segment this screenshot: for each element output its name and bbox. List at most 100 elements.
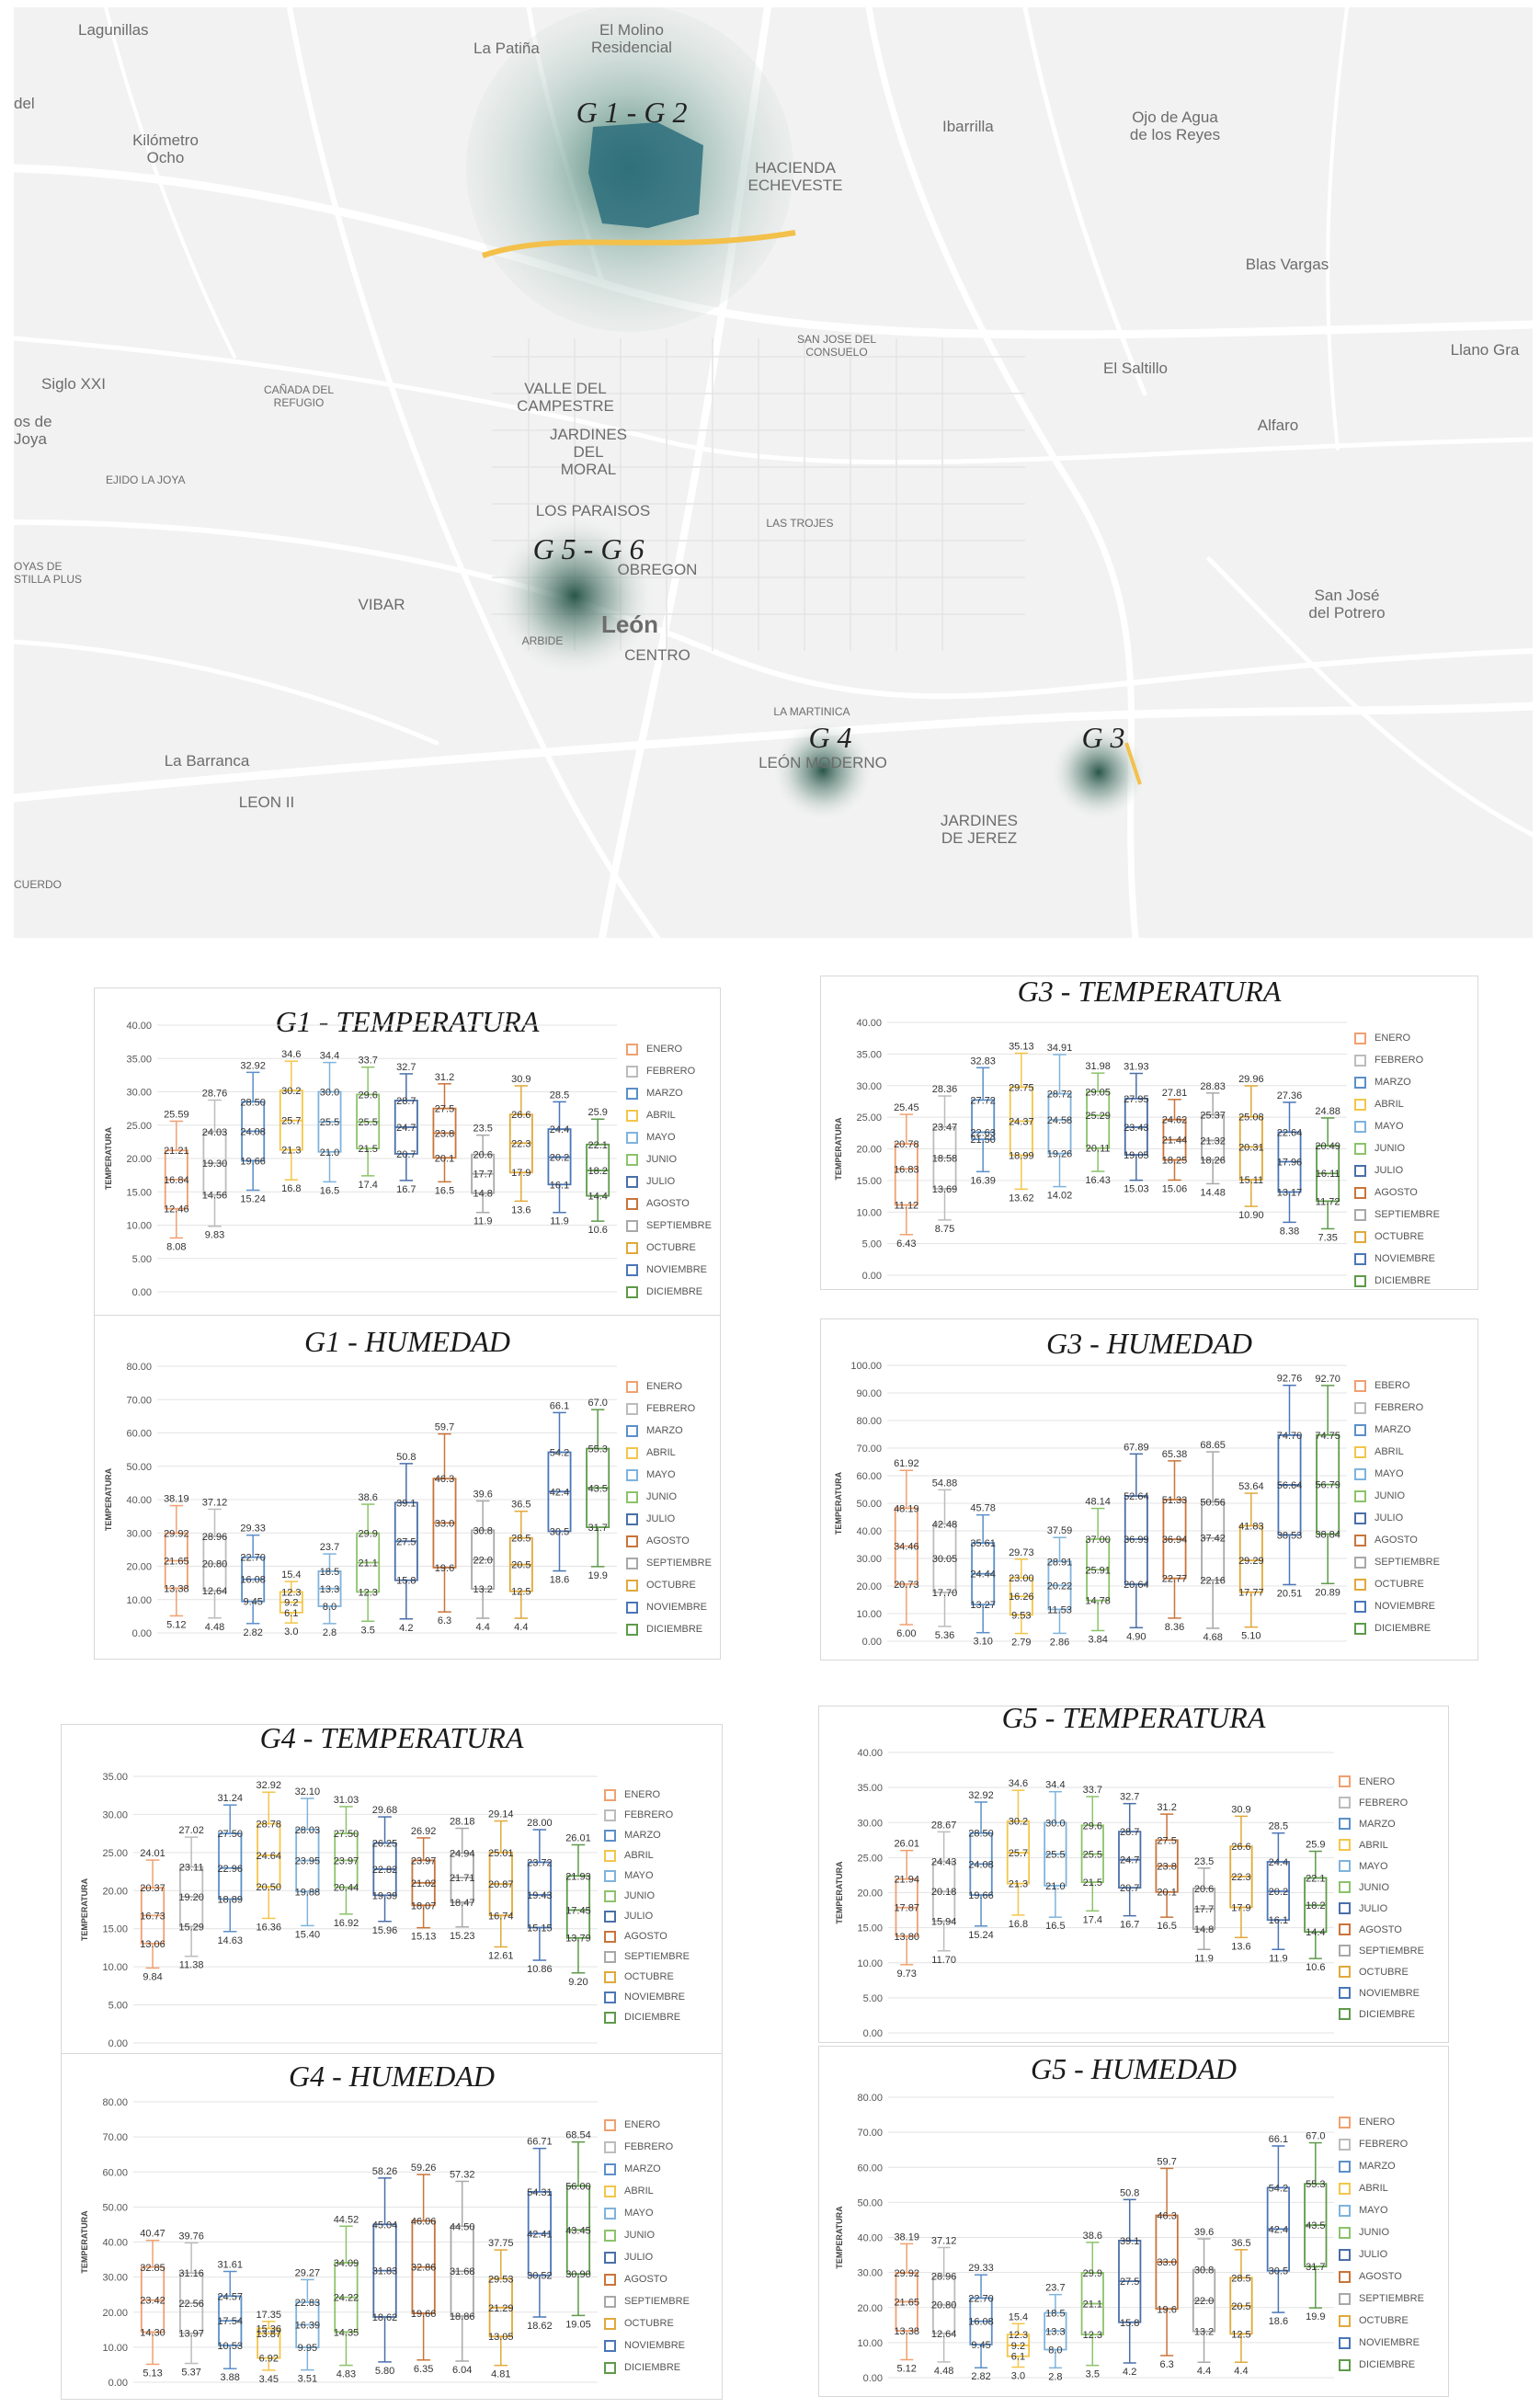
data-label: 24.64: [257, 1851, 282, 1862]
data-label: 56.00: [565, 2182, 591, 2193]
box-diciembre: 67.0 55.3 43.5 31.7 19.9: [586, 1398, 610, 1581]
data-label: 68.65: [1200, 1440, 1226, 1451]
y-tick-label: 0.00: [862, 1637, 882, 1648]
legend-swatch: [626, 1446, 638, 1459]
data-label: 5.37: [181, 2368, 200, 2379]
data-label: 18.47: [450, 1898, 475, 1909]
data-label: 14.4: [587, 1192, 607, 1203]
legend-label: JULIO: [624, 1911, 654, 1922]
data-label: 32.86: [411, 2263, 437, 2274]
box-mayo: 34.4 30.0 25.5 21.0 16.5: [317, 1051, 342, 1196]
legend-item: MARZO: [604, 2158, 690, 2180]
data-label: 23.8: [1157, 1862, 1176, 1873]
data-label: 22.63: [970, 1127, 996, 1138]
y-tick-label: 35.00: [126, 1054, 152, 1065]
data-label: 13.05: [488, 2332, 514, 2343]
map-label-line: os de: [14, 413, 52, 430]
legend-item: AGOSTO: [1354, 1181, 1440, 1204]
data-label: 46.3: [1157, 2210, 1176, 2221]
legend-item: NOVIEMBRE: [626, 1259, 712, 1281]
legend-swatch: [604, 2163, 616, 2175]
legend-item: FEBRERO: [1354, 1397, 1440, 1419]
data-label: 11.70: [931, 1955, 956, 1966]
data-label: 29.9: [358, 1529, 377, 1540]
data-label: 22.77: [1162, 1574, 1188, 1585]
legend-item: JULIO: [1339, 1898, 1424, 1919]
box-agosto: 27.81 24.62 21.44 18.25 15.06: [1162, 1088, 1188, 1195]
box-iqr: [1047, 1092, 1072, 1155]
data-label: 4.90: [1126, 1631, 1146, 1642]
legend-swatch: [626, 1087, 638, 1100]
legend-label: MARZO: [624, 2163, 661, 2174]
data-label: 28.50: [968, 1829, 994, 1840]
data-label: 4.48: [205, 1622, 224, 1633]
legend-item: SEPTIEMBRE: [1354, 1551, 1440, 1573]
data-label: 24.7: [1120, 1855, 1139, 1866]
legend-item: MAYO: [1354, 1463, 1440, 1485]
map-label-line: CENTRO: [624, 646, 690, 664]
data-label: 28.67: [931, 1820, 957, 1831]
box-diciembre: 25.9 22.1 18.2 14.4 10.6: [1304, 1840, 1328, 1973]
map-label: OYAS DE STILLA PLUS: [14, 560, 82, 586]
map-label-line: Joya: [14, 430, 47, 448]
legend-item: OCTUBRE: [1354, 1226, 1440, 1248]
y-axis-label: TEMPERATURA: [834, 1117, 843, 1181]
box-iqr: [1277, 1434, 1302, 1536]
data-label: 6.1: [284, 1608, 298, 1619]
box-marzo: 45.78 35.61 24.44 13.27 3.10: [970, 1503, 996, 1648]
legend-swatch: [1339, 2358, 1351, 2371]
legend-swatch: [604, 2339, 616, 2352]
box-junio: 33.7 29.6 25.5 21.5 17.4: [1080, 1785, 1104, 1925]
legend-item: AGOSTO: [604, 1926, 690, 1946]
data-label: 67.89: [1124, 1442, 1149, 1453]
data-label: 27.5: [396, 1536, 416, 1547]
y-tick-label: 80.00: [126, 1362, 152, 1373]
legend-label: EBERO: [1375, 1380, 1410, 1391]
data-label: 42.4: [550, 1487, 569, 1498]
box-diciembre: 68.54 56.00 43.45 30.90 19.05: [565, 2130, 591, 2331]
box-iqr: [971, 1099, 996, 1141]
data-label: 18.58: [932, 1153, 958, 1164]
legend-swatch: [604, 1991, 616, 2003]
map-label: Lagunillas: [78, 21, 149, 39]
data-label: 21.0: [1045, 1881, 1065, 1892]
data-label: 2.82: [243, 1627, 262, 1638]
map-label-line: LEÓN MODERNO: [759, 754, 887, 771]
box-septiembre: 68.65 50.56 37.42 22.16 4.68: [1200, 1440, 1226, 1643]
legend-swatch: [1354, 1274, 1366, 1287]
legend-swatch: [1339, 1839, 1351, 1851]
legend-item: AGOSTO: [1339, 2265, 1424, 2288]
data-label: 45.78: [970, 1503, 996, 1514]
data-label: 28.5: [511, 1534, 530, 1545]
legend-label: ENERO: [646, 1381, 683, 1392]
legend-label: AGOSTO: [624, 1931, 667, 1942]
boxplot-g1-temp: 0.00 5.00 10.00 15.00 20.00 25.00 30.00 35.00 40…: [104, 1021, 617, 1298]
data-label: 21.32: [1200, 1136, 1226, 1147]
data-label: 31.2: [1157, 1802, 1176, 1813]
data-label: 2.79: [1011, 1638, 1031, 1649]
data-label: 19.66: [968, 1890, 994, 1901]
data-label: 21.93: [565, 1871, 591, 1882]
data-label: 23.43: [1124, 1123, 1149, 1134]
legend-label: FEBRERO: [624, 2141, 674, 2152]
box-agosto: 31.2 27.5 23.8 20.1 16.5: [1155, 1802, 1179, 1932]
data-label: 12.5: [511, 1587, 530, 1598]
y-tick-label: 20.00: [126, 1154, 152, 1165]
box-septiembre: 28.83 25.37 21.32 18.26 14.48: [1200, 1081, 1226, 1199]
data-label: 19.05: [1124, 1150, 1149, 1161]
data-label: 21.3: [1009, 1879, 1028, 1890]
map-label-line: La Barranca: [165, 752, 250, 770]
y-tick-label: 0.00: [108, 2038, 128, 2049]
box-iqr: [1201, 1113, 1226, 1161]
legend-item: JUNIO: [604, 1886, 690, 1906]
legend-swatch: [604, 1950, 616, 1963]
data-label: 29.53: [488, 2274, 514, 2285]
legend-label: AGOSTO: [1359, 1923, 1402, 1935]
map-label: CAÑADA DEL REFUGIO: [264, 383, 334, 409]
legend-label: DICIEMBRE: [1359, 2008, 1416, 2020]
data-label: 20.44: [334, 1883, 359, 1894]
legend-label: OCTUBRE: [1375, 1231, 1424, 1242]
data-label: 21.29: [488, 2303, 514, 2314]
map-label: LOS PARAISOS: [536, 502, 650, 519]
legend-label: DICIEMBRE: [1375, 1623, 1432, 1634]
